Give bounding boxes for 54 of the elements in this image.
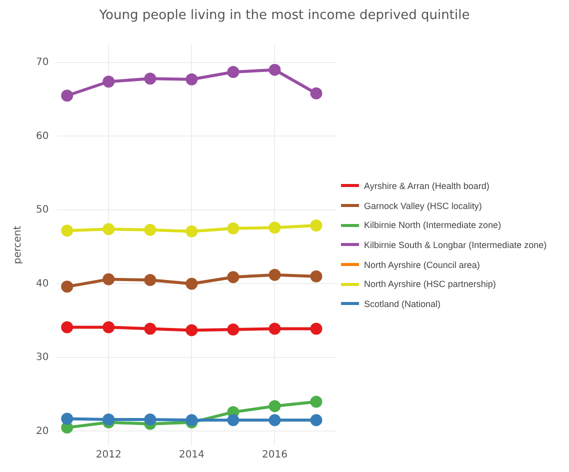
point [61,224,74,237]
y-tick-label: 60 [36,130,49,142]
point [61,90,74,102]
x-tick-label: 2012 [96,450,122,461]
y-tick-label: 70 [36,57,49,68]
point [268,322,281,335]
legend-label: Garnock Valley (HSC locality) [364,200,482,211]
y-tick-label: 50 [36,204,49,216]
point [102,223,115,236]
point [102,321,115,334]
y-tick-label: 20 [36,426,49,437]
point [227,66,240,78]
point [144,224,156,236]
point [186,278,198,290]
y-tick-label: 30 [36,352,49,364]
point [227,323,240,336]
point [61,280,74,293]
point [61,321,74,334]
point [310,270,322,282]
point [310,219,322,232]
point [310,414,322,426]
point [186,324,198,336]
x-tick-label: 2016 [262,450,288,461]
point [102,273,115,286]
point [102,76,115,88]
point [310,322,322,335]
point [186,225,198,238]
point [144,322,156,335]
legend-label: Ayrshire & Arran (Health board) [364,180,490,191]
point [61,412,74,425]
point [186,73,198,86]
point [144,274,156,286]
x-tick-label: 2014 [178,450,204,461]
point [227,271,240,284]
point [144,413,156,426]
chart-title: Young people living in the most income deprived quintile [98,8,471,23]
y-axis-title: percent [12,226,24,264]
point [268,268,281,281]
y-tick-label: 40 [36,278,49,290]
legend-label: North Ayrshire (Council area) [364,260,480,270]
point [227,222,240,234]
point [268,64,281,76]
legend-label: Scotland (National) [364,298,441,309]
point [310,396,322,408]
point [268,414,281,426]
point [227,414,240,426]
point [268,400,281,412]
point [268,222,281,234]
point [102,413,115,426]
point [310,87,322,100]
legend-label: Kilbirnie North (Intermediate zone) [364,220,502,230]
legend-label: Kilbirnie South & Longbar (Intermediate zone) [364,240,547,250]
legend-label: North Ayrshire (HSC partnership) [364,279,496,290]
point [144,72,156,85]
